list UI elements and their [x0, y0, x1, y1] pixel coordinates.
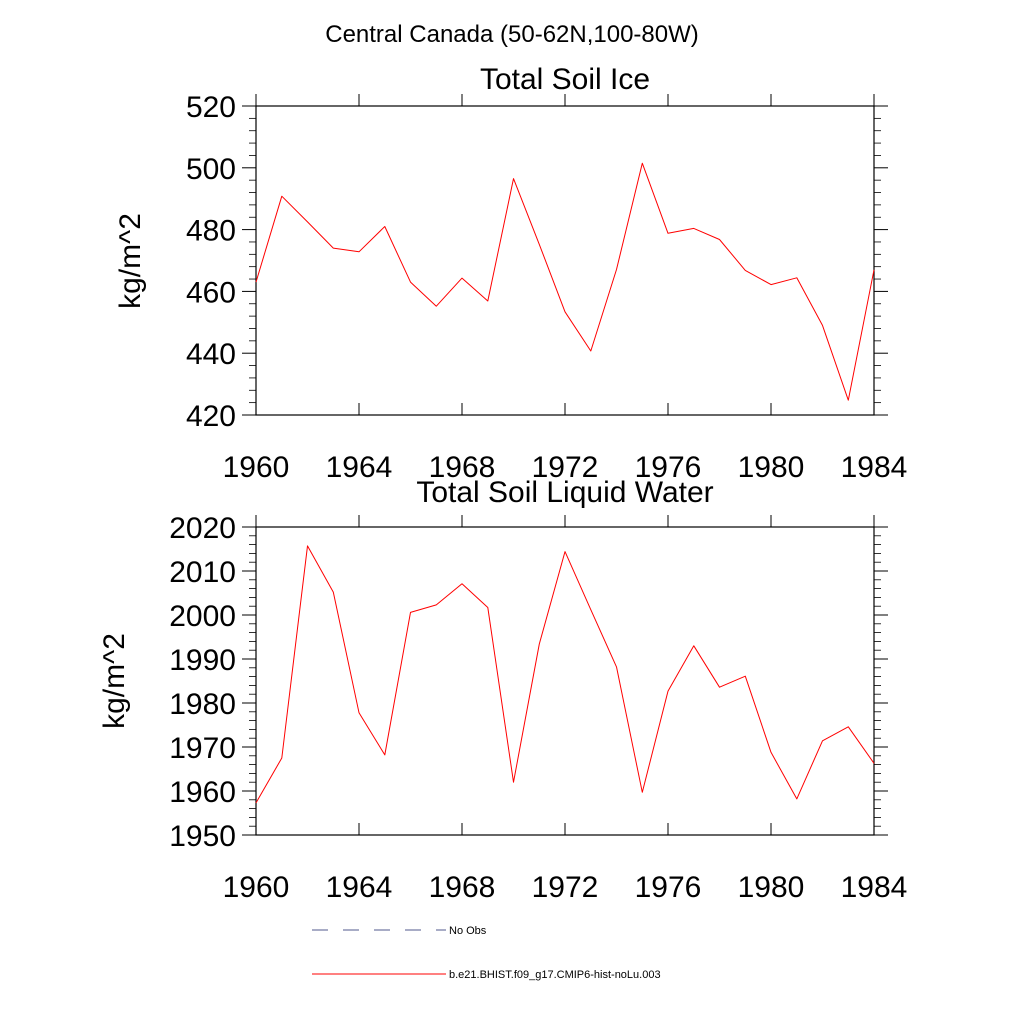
plot-frame	[255, 105, 875, 416]
x-tick-label: 1984	[841, 871, 908, 904]
y-tick-label: 500	[186, 153, 236, 186]
y-tick-label: 2000	[169, 600, 236, 633]
y-tick-label: 480	[186, 215, 236, 248]
axis-ticks: 1960 1964 1968 1972 1976 1980 1984 420 440 460 480…	[186, 91, 907, 484]
chart-panel-total-soil-ice: Total Soil Ice 1960 1964 1968 1972 1976 1980 1…	[114, 63, 907, 484]
legend-label: No Obs	[449, 925, 487, 937]
legend-label: b.e21.BHIST.f09_g17.CMIP6-hist-noLu.003	[449, 969, 661, 981]
series-line	[255, 545, 875, 804]
legend-entry-no-obs: No Obs	[312, 925, 487, 937]
series-group	[255, 545, 875, 804]
y-tick-label: 1990	[169, 644, 236, 677]
y-tick-label: 460	[186, 276, 236, 309]
chart-title: Total Soil Ice	[480, 63, 650, 96]
y-tick-label: 1970	[169, 732, 236, 765]
x-tick-label: 1980	[738, 871, 805, 904]
x-tick-label: 1964	[326, 871, 393, 904]
x-tick-label: 1980	[738, 451, 805, 484]
y-axis-label: kg/m^2	[114, 213, 147, 309]
figure-suptitle: Central Canada (50-62N,100-80W)	[325, 21, 699, 48]
series-group	[255, 162, 875, 401]
chart-title: Total Soil Liquid Water	[416, 476, 713, 509]
series-line	[255, 162, 875, 401]
y-tick-label: 420	[186, 400, 236, 433]
y-tick-label: 520	[186, 91, 236, 124]
y-tick-label: 1950	[169, 820, 236, 853]
y-tick-label: 1980	[169, 688, 236, 721]
x-tick-label: 1960	[223, 871, 290, 904]
y-tick-label: 440	[186, 338, 236, 371]
x-tick-label: 1976	[635, 451, 702, 484]
chart-panel-total-soil-liquid-water: Total Soil Liquid Water 1960 1964 1968 1972…	[98, 476, 907, 904]
y-tick-label: 2010	[169, 556, 236, 589]
plot-frame	[255, 526, 875, 836]
x-tick-label: 1984	[841, 451, 908, 484]
x-tick-label: 1960	[223, 451, 290, 484]
y-tick-label: 2020	[169, 512, 236, 545]
y-axis-label: kg/m^2	[98, 633, 131, 729]
x-tick-label: 1972	[532, 871, 599, 904]
x-tick-label: 1976	[635, 871, 702, 904]
x-tick-label: 1968	[429, 451, 496, 484]
x-tick-label: 1972	[532, 451, 599, 484]
legend: No Obs b.e21.BHIST.f09_g17.CMIP6-hist-no…	[312, 925, 661, 981]
x-tick-label: 1964	[326, 451, 393, 484]
y-tick-label: 1960	[169, 776, 236, 809]
x-tick-label: 1968	[429, 871, 496, 904]
legend-entry-model-run: b.e21.BHIST.f09_g17.CMIP6-hist-noLu.003	[312, 969, 661, 981]
axis-ticks: 1960 1964 1968 1972 1976 1980 1984 1950 1960 1970…	[169, 512, 907, 904]
